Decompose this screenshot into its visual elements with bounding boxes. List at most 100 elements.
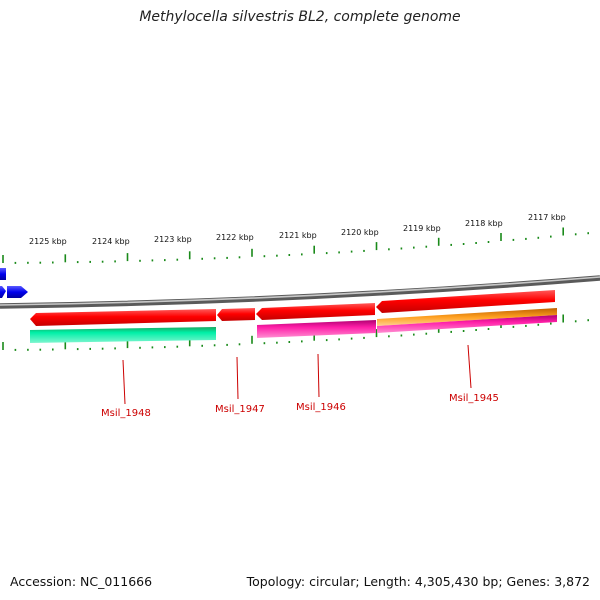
outer-scale-major-tick [500, 233, 502, 241]
genome-backbone-highlight [0, 276, 600, 306]
outer-scale-minor-tick [176, 258, 179, 261]
outer-scale-major-tick [64, 254, 67, 263]
inner-scale-minor-tick [413, 333, 415, 336]
outer-scale-minor-tick [76, 261, 79, 264]
inner-scale-minor-tick [276, 341, 278, 344]
inner-scale-minor-tick [76, 348, 79, 351]
gene-arrow-msil-1946 [256, 303, 375, 320]
outer-scale-major-tick [437, 237, 440, 246]
inner-scale-minor-tick [525, 324, 527, 327]
inner-scale-minor-tick [450, 330, 452, 333]
feature-box-msil-1945-magenta [377, 315, 557, 333]
outer-scale-minor-tick [201, 257, 203, 260]
gene-label-msil-1948: Msil_1948 [101, 408, 151, 419]
outer-scale-minor-tick [350, 250, 353, 253]
outer-scale-minor-tick [288, 254, 291, 256]
gene-label-msil-1945: Msil_1945 [449, 393, 499, 404]
outer-scale-minor-tick [27, 261, 29, 264]
inner-scale-minor-tick [164, 346, 166, 349]
blue-gene-arrow-small [0, 286, 6, 298]
outer-scale-minor-tick [574, 233, 577, 236]
inner-scale-minor-tick [363, 336, 365, 339]
inner-scale-minor-tick [39, 348, 42, 351]
outer-scale-minor-tick [301, 253, 303, 256]
leader-line-msil-1947 [236, 356, 239, 400]
outer-scale-minor-tick [101, 260, 104, 263]
outer-scale-minor-tick [213, 257, 216, 260]
outer-scale-ticks [2, 227, 589, 264]
accession-label: Accession: NC_011666 [10, 574, 153, 589]
inner-scale-minor-tick [587, 319, 589, 322]
outer-scale-minor-tick [39, 261, 42, 264]
inner-scale-minor-tick [139, 346, 141, 349]
inner-scale-major-tick [64, 341, 67, 350]
scale-label-2125: 2125 kbp [29, 237, 67, 246]
inner-scale-major-tick [188, 338, 191, 347]
map-title: Methylocella silvestris BL2, complete ge… [139, 9, 461, 25]
outer-scale-minor-tick [139, 259, 141, 262]
inner-scale-minor-tick [14, 348, 17, 351]
scale-label-2124: 2124 kbp [92, 237, 130, 246]
blue-gene-features [0, 268, 28, 298]
outer-scale-minor-tick [89, 260, 91, 263]
inner-scale-minor-tick [338, 338, 340, 341]
outer-scale-minor-tick [226, 256, 228, 259]
outer-scale-major-tick [562, 227, 564, 236]
inner-scale-minor-tick [462, 330, 465, 332]
gene-arrow-msil-1945 [376, 290, 555, 313]
outer-scale-major-tick [188, 251, 191, 260]
scale-label-2118: 2118 kbp [465, 219, 503, 228]
inner-scale-minor-tick [226, 343, 228, 346]
inner-scale-minor-tick [425, 332, 428, 335]
outer-scale-minor-tick [14, 261, 17, 264]
inner-scale-minor-tick [238, 343, 241, 346]
inner-scale-minor-tick [114, 347, 116, 350]
scale-label-2122: 2122 kbp [216, 233, 254, 242]
gene-labels: Msil_1948 Msil_1947 Msil_1946 Msil_1945 [101, 393, 499, 419]
inner-scale-minor-tick [574, 320, 577, 323]
scale-labels: 2125 kbp 2124 kbp 2123 kbp 2122 kbp 2121… [29, 213, 566, 246]
inner-scale-minor-tick [101, 347, 104, 350]
inner-scale-minor-tick [288, 341, 291, 343]
outer-scale-minor-tick [475, 242, 477, 244]
inner-scale-major-tick [126, 340, 129, 349]
gene-leader-lines [122, 344, 472, 405]
gene-arrows [30, 290, 555, 326]
inner-scale-minor-tick [550, 322, 552, 325]
outer-scale-minor-tick [363, 249, 365, 252]
blue-gene-arrow [7, 286, 28, 298]
outer-scale-major-tick [313, 245, 315, 254]
inner-scale-minor-tick [325, 339, 328, 342]
inner-scale-minor-tick [89, 347, 91, 350]
outer-scale-minor-tick [450, 243, 452, 246]
outer-scale-minor-tick [487, 241, 490, 243]
leader-line-msil-1948 [122, 359, 126, 405]
inner-scale-minor-tick [263, 342, 266, 345]
feature-box-msil-1945-orange [377, 308, 557, 326]
genome-summary: Topology: circular; Length: 4,305,430 bp… [246, 574, 590, 589]
outer-scale-minor-tick [537, 236, 540, 239]
feature-box-msil-1946 [257, 320, 376, 338]
inner-scale-minor-tick [400, 334, 403, 337]
outer-scale-minor-tick [325, 252, 328, 255]
inner-scale-minor-tick [52, 348, 54, 351]
inner-scale-minor-tick [213, 344, 216, 347]
feature-box-msil-1948 [30, 327, 216, 343]
inner-scale-major-tick [313, 332, 315, 341]
outer-scale-minor-tick [462, 243, 465, 245]
inner-scale-minor-tick [537, 323, 540, 326]
blue-gene-block [0, 268, 6, 280]
outer-scale-minor-tick [338, 251, 340, 254]
inner-scale-minor-tick [388, 335, 390, 338]
outer-scale-minor-tick [400, 247, 403, 250]
inner-scale-minor-tick [27, 348, 29, 351]
inner-scale-major-tick [251, 335, 253, 344]
scale-label-2119: 2119 kbp [403, 224, 441, 233]
outer-scale-minor-tick [263, 255, 266, 258]
outer-scale-major-tick [2, 255, 4, 263]
outer-scale-minor-tick [238, 256, 241, 259]
inner-scale-minor-tick [475, 329, 477, 331]
gene-arrow-msil-1947 [217, 308, 255, 321]
scale-label-2123: 2123 kbp [154, 235, 192, 244]
